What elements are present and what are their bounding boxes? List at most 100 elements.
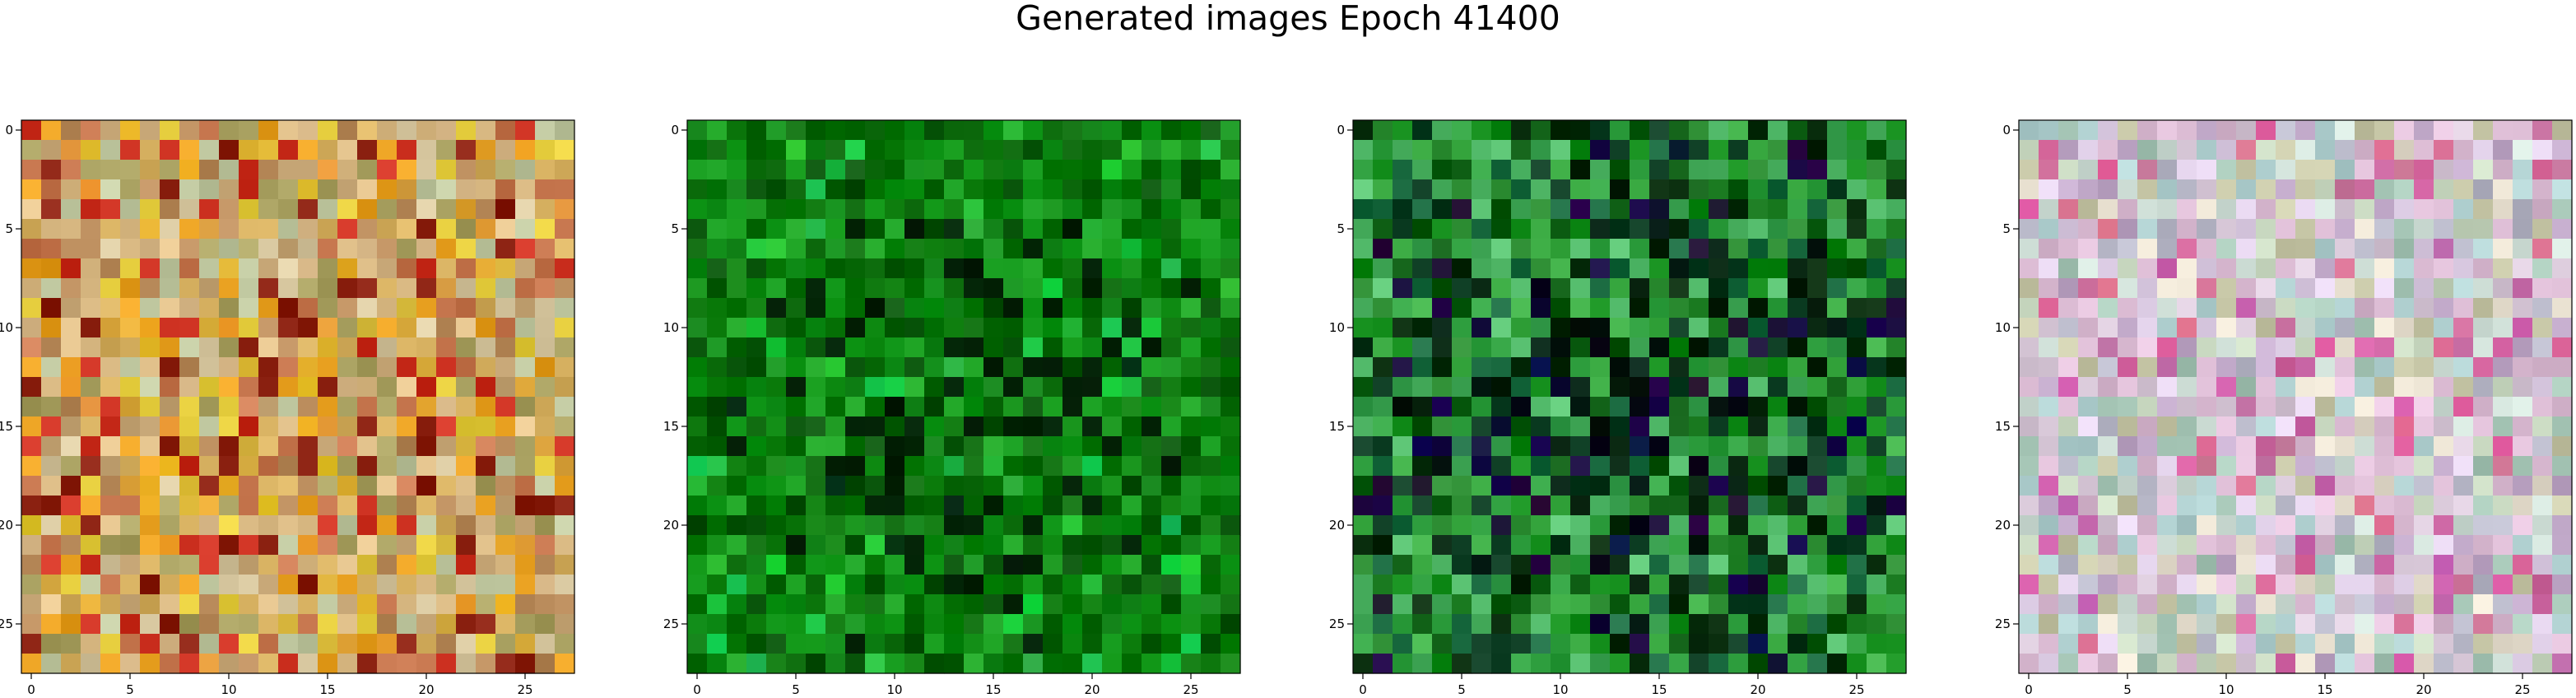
pixel-cell (2315, 535, 2336, 556)
pixel-cell (2236, 436, 2257, 457)
pixel-cell (1511, 436, 1532, 457)
pixel-cell (2157, 496, 2178, 516)
pixel-cell (806, 120, 826, 141)
pixel-cell (1649, 239, 1670, 259)
pixel-cell (239, 575, 259, 595)
pixel-cell (2256, 654, 2276, 674)
pixel-cell (120, 160, 141, 180)
pixel-cell (1432, 634, 1453, 654)
pixel-cell (1610, 120, 1630, 141)
pixel-cell (964, 654, 984, 674)
pixel-cell (2256, 476, 2276, 496)
pixel-cell (1023, 496, 1044, 516)
pixel-cell (21, 258, 42, 279)
pixel-cell (1669, 476, 1690, 496)
pixel-cell (239, 377, 259, 398)
pixel-cell (1393, 436, 1413, 457)
pixel-cell (1062, 634, 1083, 654)
pixel-cell (278, 120, 299, 141)
pixel-cell (1432, 120, 1453, 141)
pixel-cell (81, 140, 101, 161)
pixel-cell (2157, 318, 2178, 338)
pixel-cell (1689, 594, 1709, 615)
pixel-cell (2078, 120, 2099, 141)
pixel-cell (1412, 278, 1433, 299)
pixel-cell (1847, 219, 1867, 240)
pixel-cell (2374, 496, 2395, 516)
pixel-cell (2335, 614, 2355, 635)
pixel-cell (964, 397, 984, 417)
pixel-cell (2039, 456, 2059, 477)
pixel-cell (845, 555, 866, 575)
pixel-cell (885, 496, 905, 516)
pixel-cell (2532, 278, 2553, 299)
pixel-cell (2394, 318, 2415, 338)
pixel-cell (1491, 318, 1512, 338)
pixel-cell (160, 555, 180, 575)
x-tick-label: 5 (2123, 682, 2132, 697)
pixel-cell (1062, 456, 1083, 477)
pixel-cell (357, 535, 378, 556)
pixel-cell (1491, 219, 1512, 240)
pixel-cell (1570, 575, 1591, 595)
pixel-cell (1102, 298, 1123, 319)
pixel-cell (456, 535, 477, 556)
pixel-cell (1491, 239, 1512, 259)
pixel-cell (2137, 436, 2158, 457)
pixel-cell (1807, 318, 1828, 338)
pixel-cell (2058, 219, 2079, 240)
pixel-cell (2276, 456, 2296, 477)
pixel-cell (61, 496, 81, 516)
pixel-cell (2236, 239, 2257, 259)
pixel-cell (2177, 416, 2197, 437)
pixel-cell (1043, 634, 1063, 654)
pixel-cell (1181, 278, 1202, 299)
pixel-cell (1531, 160, 1551, 180)
pixel-cell (318, 555, 338, 575)
pixel-cell (1709, 575, 1729, 595)
pixel-cell (2118, 120, 2138, 141)
pixel-cell (2157, 258, 2178, 279)
pixel-cell (1669, 199, 1690, 220)
pixel-cell (1432, 357, 1453, 378)
pixel-cell (1201, 436, 1221, 457)
pixel-cell (160, 318, 180, 338)
pixel-cell (120, 535, 141, 556)
pixel-cell (1867, 436, 1887, 457)
pixel-cell (337, 239, 358, 259)
pixel-cell (2532, 634, 2553, 654)
pixel-cell (2513, 535, 2533, 556)
pixel-cell (555, 555, 575, 575)
pixel-cell (1393, 337, 1413, 358)
pixel-cell (964, 634, 984, 654)
pixel-cell (2197, 614, 2217, 635)
pixel-cell (1023, 456, 1044, 477)
pixel-cell (1768, 318, 1788, 338)
pixel-cell (337, 377, 358, 398)
pixel-cell (1412, 298, 1433, 319)
pixel-cell (495, 318, 516, 338)
pixel-cell (1472, 634, 1492, 654)
pixel-cell (535, 160, 556, 180)
pixel-cell (120, 575, 141, 595)
pixel-cell (318, 337, 338, 358)
pixel-cell (179, 436, 200, 457)
pixel-cell (239, 416, 259, 437)
pixel-cell (1082, 436, 1103, 457)
pixel-cell (2355, 496, 2375, 516)
pixel-cell (219, 219, 239, 240)
pixel-cell (1393, 397, 1413, 417)
pixel-cell (1669, 298, 1690, 319)
pixel-cell (278, 298, 299, 319)
pixel-cell (2276, 436, 2296, 457)
y-tick-label: 5 (2002, 221, 2011, 236)
pixel-cell (904, 298, 925, 319)
pixel-cell (1432, 140, 1453, 161)
pixel-cell (2453, 258, 2474, 279)
pixel-cell (140, 575, 160, 595)
pixel-cell (1102, 258, 1123, 279)
pixel-cell (2532, 337, 2553, 358)
pixel-cell (1102, 239, 1123, 259)
pixel-cell (2315, 555, 2336, 575)
pixel-cell (1062, 179, 1083, 200)
